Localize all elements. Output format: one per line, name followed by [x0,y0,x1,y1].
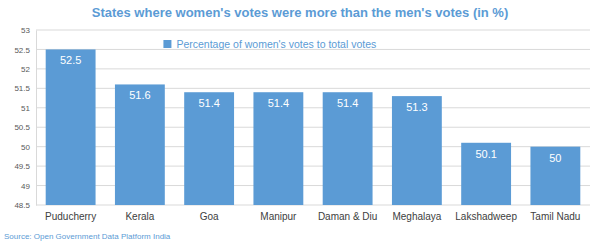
data-label: 51.4 [268,97,289,109]
data-label: 50.1 [475,148,496,160]
y-tick: 52.5 [14,46,36,55]
y-tick: 48.5 [14,201,36,210]
y-tick-label: 49.5 [14,162,30,171]
y-tick-label: 50 [21,143,30,152]
data-labels: 52.5 51.6 51.4 51.4 51.4 51.3 50.1 50 [60,54,562,163]
y-tick: 50 [21,143,36,152]
y-tick-label: 48.5 [14,201,30,210]
y-tick-label: 52.5 [14,46,30,55]
data-label: 52.5 [60,54,81,66]
grid-line [36,68,590,69]
data-label: 51.3 [406,101,427,113]
bar [461,143,511,205]
x-tick-label: Puducherry [45,211,96,222]
y-tick-label: 51 [21,104,30,113]
y-tick: 53 [21,26,36,35]
x-tick-label: Tamil Nadu [530,211,580,222]
bar [392,96,442,205]
y-tick: 51.5 [14,84,36,93]
data-label: 50 [549,152,561,164]
legend-label: Percentage of women's votes to total vot… [176,38,376,50]
y-tick: 49 [21,182,36,191]
x-tick: Meghalaya [392,205,441,222]
y-tick-label: 50.5 [14,123,30,132]
y-tick-label: 52 [21,65,30,74]
x-tick-label: Daman & Diu [318,211,377,222]
x-tick-label: Goa [200,211,219,222]
bar [323,92,373,205]
y-tick-label: 53 [21,26,30,35]
x-tick: Daman & Diu [318,205,377,222]
y-tick: 51 [21,104,36,113]
legend-swatch [163,40,171,48]
x-tick-label: Kerala [125,211,154,222]
plot: 48.5 49 49.5 50 50.5 51 51.5 52 52.5 53 Puducherry… [14,26,590,222]
bars [46,49,581,205]
x-axis: Puducherry Kerala Goa Manipur Daman & Diu Meg… [45,205,580,222]
x-tick: Tamil Nadu [530,205,580,222]
x-tick: Kerala [125,205,154,222]
y-tick-label: 51.5 [14,84,30,93]
data-label: 51.6 [129,89,150,101]
bar [530,147,580,205]
data-label: 51.4 [337,97,358,109]
x-tick: Manipur [260,205,297,222]
legend: Percentage of women's votes to total vot… [163,38,376,50]
x-tick-label: Meghalaya [392,211,441,222]
bar [253,92,303,205]
x-tick-label: Manipur [260,211,297,222]
bar [115,84,165,205]
grid-line [36,30,590,31]
y-tick-label: 49 [21,182,30,191]
x-tick: Puducherry [45,205,96,222]
y-tick: 52 [21,65,36,74]
grid [36,30,590,205]
y-tick: 49.5 [14,162,36,171]
x-tick: Lakshadweep [455,205,517,222]
data-label: 51.4 [198,97,219,109]
source-note: Source: Open Government Data Platform In… [4,232,171,241]
chart: States where women's votes were more tha… [0,0,600,245]
bar [46,49,96,205]
y-axis-line [36,31,37,206]
bar [184,92,234,205]
x-tick: Goa [200,205,219,222]
x-tick-label: Lakshadweep [455,211,517,222]
y-tick: 50.5 [14,123,36,132]
title: States where women's votes were more tha… [92,5,509,20]
y-axis: 48.5 49 49.5 50 50.5 51 51.5 52 52.5 53 [14,26,36,210]
